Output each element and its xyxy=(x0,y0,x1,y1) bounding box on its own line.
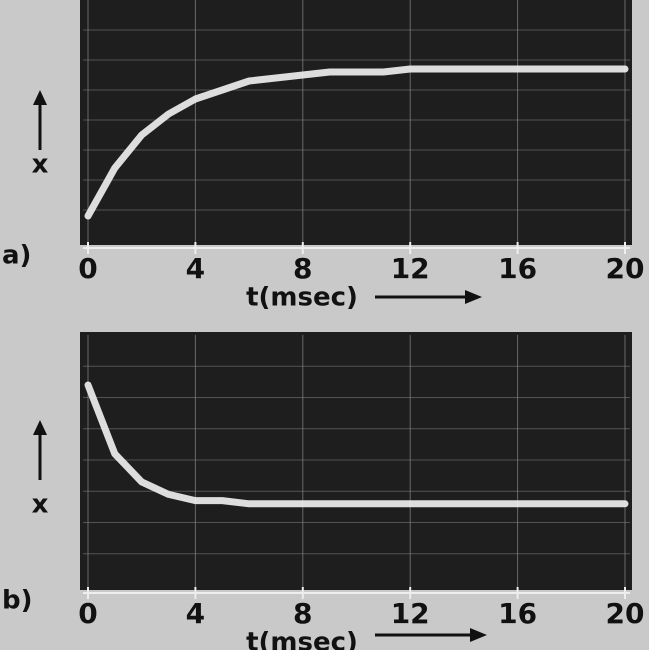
x-tick-label: 16 xyxy=(498,252,537,285)
y-axis-label: x xyxy=(32,490,49,520)
y-axis-label: x xyxy=(32,150,49,180)
screen xyxy=(80,0,632,245)
x-tick-label: 0 xyxy=(78,597,97,630)
arrow-head xyxy=(470,628,487,642)
panel-label: b) xyxy=(2,586,33,616)
x-tick-label: 4 xyxy=(186,252,205,285)
panel-label: a) xyxy=(2,241,31,271)
x-tick-label: 4 xyxy=(186,597,205,630)
trace xyxy=(84,381,629,508)
x-axis-label: t(msec) xyxy=(246,283,358,313)
x-tick-label: 8 xyxy=(293,252,312,285)
screen xyxy=(80,332,632,590)
arrow-head xyxy=(33,90,47,105)
arrow-head xyxy=(33,420,47,435)
trace xyxy=(84,65,629,220)
x-tick-label: 20 xyxy=(606,252,645,285)
x-tick-label: 20 xyxy=(606,597,645,630)
x-tick-label: 16 xyxy=(498,597,537,630)
arrow-head xyxy=(465,290,482,304)
x-tick-label: 8 xyxy=(293,597,312,630)
x-tick-label: 12 xyxy=(391,252,430,285)
x-tick-label: 12 xyxy=(391,597,430,630)
x-tick-label: 0 xyxy=(78,252,97,285)
x-axis-label: t(msec) xyxy=(246,628,358,650)
